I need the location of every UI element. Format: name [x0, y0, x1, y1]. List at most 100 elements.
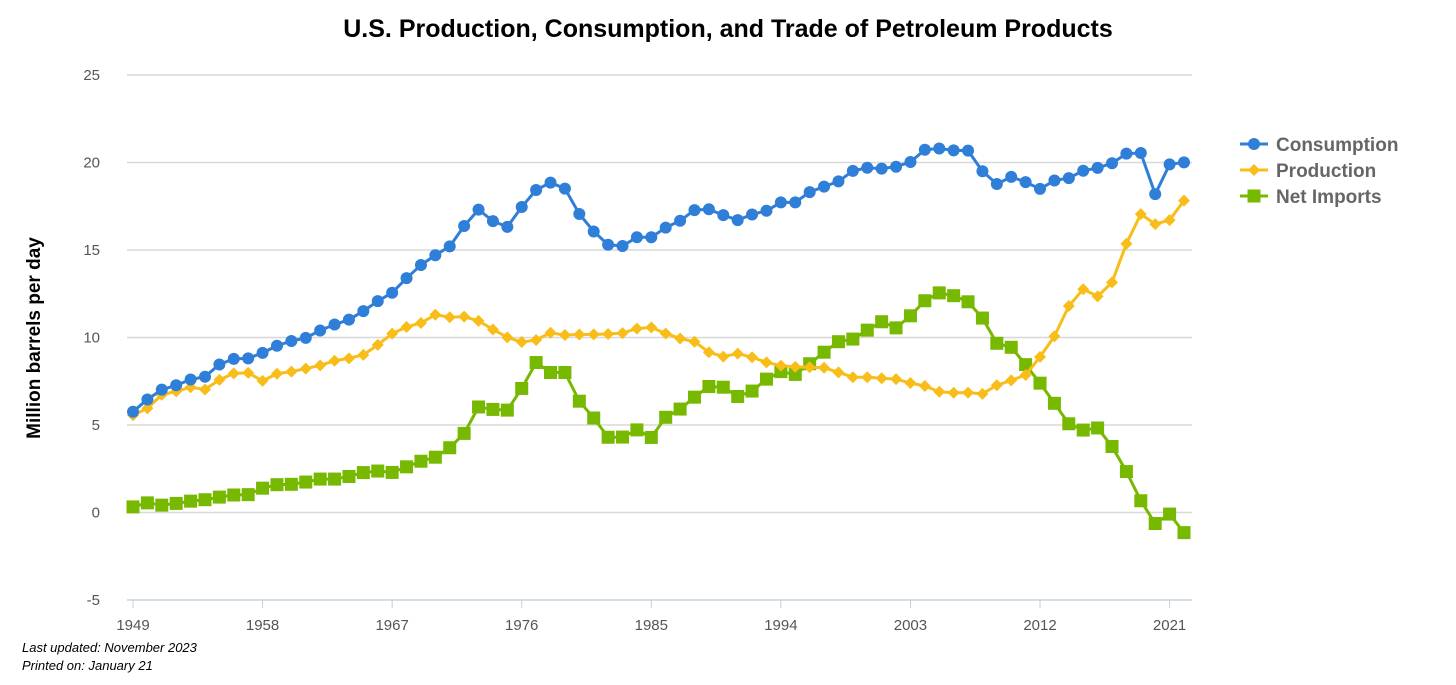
data-point[interactable] — [256, 346, 269, 359]
data-point[interactable] — [759, 372, 773, 386]
data-point[interactable] — [1062, 172, 1075, 185]
data-point[interactable] — [400, 460, 414, 474]
data-point[interactable] — [1120, 237, 1133, 250]
data-point[interactable] — [990, 379, 1003, 392]
data-point[interactable] — [256, 374, 269, 387]
data-point[interactable] — [227, 367, 240, 380]
data-point[interactable] — [429, 249, 442, 262]
data-point[interactable] — [1077, 283, 1090, 296]
data-point[interactable] — [789, 196, 802, 209]
data-point[interactable] — [284, 477, 298, 491]
data-point[interactable] — [242, 366, 255, 379]
data-point[interactable] — [688, 335, 701, 348]
data-point[interactable] — [530, 333, 543, 346]
data-point[interactable] — [285, 365, 298, 378]
data-point[interactable] — [544, 176, 557, 189]
data-point[interactable] — [846, 164, 859, 177]
data-point[interactable] — [616, 239, 629, 252]
data-point[interactable] — [630, 423, 644, 437]
data-point[interactable] — [126, 500, 140, 514]
data-point[interactable] — [515, 381, 529, 395]
data-point[interactable] — [443, 441, 457, 455]
data-point[interactable] — [1163, 507, 1177, 521]
data-point[interactable] — [746, 351, 759, 364]
data-point[interactable] — [933, 142, 946, 155]
data-point[interactable] — [990, 178, 1003, 191]
data-point[interactable] — [947, 144, 960, 157]
data-point[interactable] — [976, 165, 989, 178]
data-point[interactable] — [831, 335, 845, 349]
data-point[interactable] — [1091, 290, 1104, 303]
data-point[interactable] — [1105, 440, 1119, 454]
data-point[interactable] — [213, 358, 226, 371]
data-point[interactable] — [687, 390, 701, 404]
data-point[interactable] — [616, 327, 629, 340]
data-point[interactable] — [760, 356, 773, 369]
data-point[interactable] — [227, 352, 240, 365]
data-point[interactable] — [601, 430, 615, 444]
data-point[interactable] — [572, 394, 586, 408]
data-point[interactable] — [299, 331, 312, 344]
data-point[interactable] — [760, 204, 773, 217]
data-point[interactable] — [386, 286, 399, 299]
data-point[interactable] — [529, 356, 543, 370]
data-point[interactable] — [774, 359, 787, 372]
data-point[interactable] — [1120, 147, 1133, 160]
data-point[interactable] — [213, 373, 226, 386]
data-point[interactable] — [889, 321, 903, 335]
data-point[interactable] — [1148, 517, 1162, 531]
legend-item[interactable]: Net Imports — [1240, 187, 1382, 208]
data-point[interactable] — [1119, 465, 1133, 479]
data-point[interactable] — [674, 214, 687, 227]
data-point[interactable] — [328, 318, 341, 331]
data-point[interactable] — [587, 225, 600, 238]
data-point[interactable] — [299, 475, 313, 489]
data-point[interactable] — [587, 411, 601, 425]
data-point[interactable] — [270, 367, 283, 380]
data-point[interactable] — [573, 328, 586, 341]
data-point[interactable] — [457, 426, 471, 440]
data-point[interactable] — [602, 328, 615, 340]
data-point[interactable] — [630, 231, 643, 244]
data-point[interactable] — [860, 323, 874, 337]
data-point[interactable] — [127, 405, 139, 418]
data-point[interactable] — [472, 314, 485, 327]
data-point[interactable] — [659, 410, 673, 424]
data-point[interactable] — [443, 311, 456, 324]
data-point[interactable] — [270, 478, 284, 492]
data-point[interactable] — [371, 464, 385, 478]
data-point[interactable] — [400, 321, 413, 333]
data-point[interactable] — [140, 496, 154, 510]
data-point[interactable] — [788, 367, 802, 381]
data-point[interactable] — [702, 380, 716, 393]
data-point[interactable] — [673, 402, 687, 416]
data-point[interactable] — [472, 400, 486, 414]
data-point[interactable] — [356, 466, 370, 480]
data-point[interactable] — [501, 220, 514, 233]
data-point[interactable] — [400, 272, 413, 285]
data-point[interactable] — [299, 362, 312, 375]
data-point[interactable] — [429, 308, 442, 321]
data-point[interactable] — [1178, 156, 1190, 169]
data-point[interactable] — [746, 208, 759, 221]
data-point[interactable] — [385, 465, 399, 479]
data-point[interactable] — [1076, 423, 1090, 437]
data-point[interactable] — [314, 359, 327, 372]
data-point[interactable] — [1004, 340, 1018, 354]
data-point[interactable] — [558, 182, 571, 195]
data-point[interactable] — [962, 144, 975, 157]
data-point[interactable] — [1062, 300, 1075, 312]
data-point[interactable] — [717, 350, 730, 363]
data-point[interactable] — [932, 286, 946, 300]
data-point[interactable] — [414, 316, 427, 329]
data-point[interactable] — [198, 370, 211, 383]
data-point[interactable] — [1106, 276, 1119, 289]
data-point[interactable] — [558, 329, 571, 342]
data-point[interactable] — [1048, 330, 1061, 343]
data-point[interactable] — [1177, 526, 1191, 540]
data-point[interactable] — [702, 203, 715, 216]
data-point[interactable] — [674, 332, 687, 345]
data-point[interactable] — [170, 379, 183, 392]
data-point[interactable] — [256, 481, 270, 495]
data-point[interactable] — [357, 348, 370, 361]
